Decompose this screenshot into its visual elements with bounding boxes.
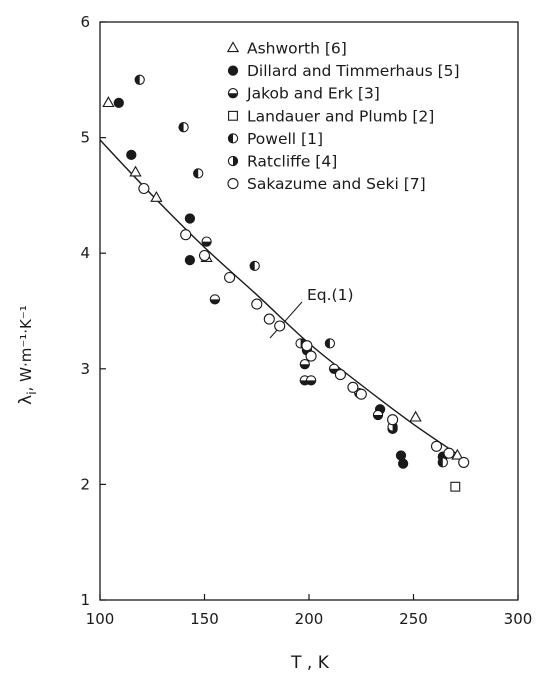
data-point-powell [249, 260, 260, 272]
x-tick-label: 200 [295, 610, 324, 628]
y-tick-label: 1 [80, 591, 90, 609]
data-point-sakazume-and-seki [263, 313, 275, 325]
data-point-jakob-and-erk [305, 375, 317, 386]
y-axis-label-units: , W·m⁻¹·K⁻¹ [17, 305, 35, 391]
legend-label: Landauer and Plumb [2] [247, 107, 434, 125]
y-axis-label: λi, W·m⁻¹·K⁻¹ [16, 305, 39, 405]
data-point-sakazume-and-seki [458, 456, 470, 468]
data-point-sakazume-and-seki [224, 271, 236, 284]
y-axis-label-subscript: i [25, 391, 39, 394]
x-tick-label: 100 [86, 610, 115, 628]
data-point-dillard-and-timmerhaus [184, 213, 196, 224]
y-axis: 1 2 3 4 5 6 [80, 13, 106, 609]
data-point-ashworth [409, 410, 422, 422]
data-point-jakob-and-erk [209, 294, 221, 305]
eq1-label: Eq.(1) [307, 286, 354, 304]
data-point-powell [437, 457, 448, 468]
legend-marker [227, 65, 239, 76]
x-axis-label: T , K [290, 653, 330, 673]
y-tick-label: 2 [80, 475, 90, 493]
legend-marker [227, 178, 239, 190]
data-point-ashworth [129, 165, 142, 177]
x-tick-label: 150 [190, 610, 219, 628]
y-axis-label-symbol: λ [16, 395, 36, 405]
legend-marker [227, 155, 239, 167]
data-points [102, 74, 470, 492]
legend-label: Ashworth [6] [247, 40, 347, 58]
y-tick-label: 6 [80, 13, 90, 31]
x-tick-label: 300 [504, 610, 533, 628]
legend-label: Ratcliffe [4] [247, 153, 337, 171]
legend-marker [227, 88, 239, 99]
legend-label: Sakazume and Seki [7] [247, 175, 426, 193]
data-point-sakazume-and-seki [251, 298, 263, 310]
data-point-sakazume-and-seki [387, 414, 399, 426]
data-point-jakob-and-erk [372, 409, 384, 421]
data-point-sakazume-and-seki [138, 182, 150, 195]
data-point-sakazume-and-seki [347, 381, 359, 393]
data-point-jakob-and-erk [299, 359, 310, 370]
data-point-ashworth [102, 96, 115, 108]
x-tick-label: 250 [399, 610, 428, 628]
data-point-dillard-and-timmerhaus [184, 254, 196, 266]
data-point-jakob-and-erk [201, 236, 212, 247]
legend-label: Jakob and Erk [3] [246, 85, 380, 103]
data-point-ashworth [150, 190, 163, 202]
data-point-dillard-and-timmerhaus [126, 149, 137, 161]
data-point-sakazume-and-seki [180, 229, 192, 241]
data-point-sakazume-and-seki [301, 340, 313, 352]
y-tick-label: 3 [80, 360, 90, 378]
data-point-sakazume-and-seki [198, 249, 211, 262]
data-point-sakazume-and-seki [355, 388, 367, 400]
legend-label: Powell [1] [247, 130, 323, 148]
y-tick-label: 5 [80, 129, 90, 147]
data-point-sakazume-and-seki [305, 350, 317, 362]
data-point-ashworth [451, 448, 464, 460]
svg-text:λi, W·m⁻¹·K⁻¹: λi, W·m⁻¹·K⁻¹ [16, 305, 39, 405]
data-point-powell [178, 122, 189, 133]
x-axis: 100 150 200 250 300 [86, 594, 533, 628]
y-tick-label: 4 [80, 244, 90, 262]
data-point-powell [324, 338, 336, 349]
data-point-sakazume-and-seki [443, 447, 455, 459]
legend-marker [227, 133, 239, 144]
data-point-sakazume-and-seki [334, 369, 346, 381]
data-point-powell [134, 74, 145, 85]
data-point-landauer-and-plumb [450, 481, 461, 492]
legend-marker [226, 41, 240, 53]
data-point-dillard-and-timmerhaus [397, 458, 409, 469]
eq1-leader-line [269, 301, 303, 339]
data-point-powell [193, 168, 204, 179]
legend-label: Dillard and Timmerhaus [5] [247, 62, 460, 80]
data-point-sakazume-and-seki [274, 320, 286, 332]
legend: Ashworth [6] Dillard and Timmerhaus [5] Ja… [226, 40, 460, 193]
data-point-sakazume-and-seki [430, 440, 443, 452]
legend-marker [228, 110, 238, 121]
data-point-dillard-and-timmerhaus [113, 97, 124, 109]
